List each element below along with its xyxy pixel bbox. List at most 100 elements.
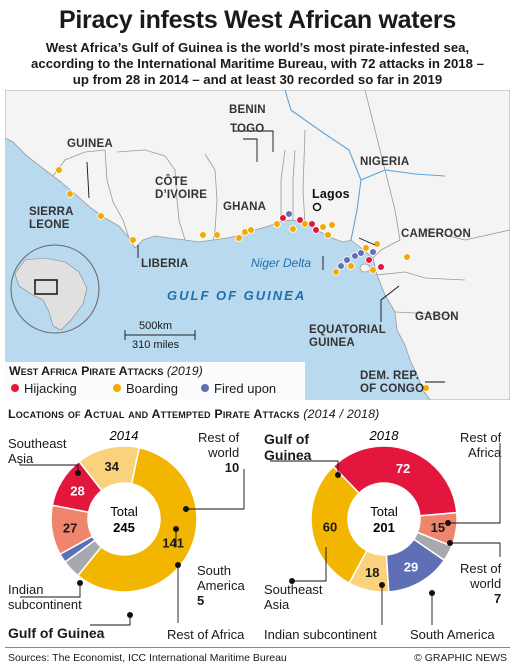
attack-dot-boarding (362, 244, 370, 252)
callout-line: America (197, 578, 245, 593)
label-nigeria: NIGERIA (360, 156, 410, 168)
footer-sources: Sources: The Economist, ICC Internationa… (8, 652, 287, 664)
callout-value: 10 (224, 460, 240, 475)
callout-2018-south-america: South America (410, 627, 495, 642)
attack-dot-boarding (199, 231, 207, 239)
hijacking-dot-icon (11, 384, 19, 392)
label-gabon: GABON (415, 311, 459, 323)
legend-item-label: Boarding (126, 381, 179, 396)
donut-value-rest-of-africa: 27 (63, 520, 77, 535)
callout-line: South (197, 563, 231, 578)
callout-2018-rest-of-africa: Rest of Africa (460, 430, 501, 460)
callout-dot (335, 472, 341, 478)
donut-value-gulf-of-guinea: 72 (396, 461, 410, 476)
callout-2018-indian-subcontinent: Indian subcontinent (264, 627, 377, 642)
donut-center (349, 484, 419, 554)
legend-item-fired-upon: Fired upon (201, 381, 276, 396)
attack-dot-hijacking (308, 220, 316, 228)
label-drc-line: OF CONGO (360, 383, 425, 395)
attack-dot-boarding (324, 231, 332, 239)
attack-dot-boarding (55, 166, 63, 174)
attack-dot-boarding (347, 262, 355, 270)
callout-2018-rest-of-world: Rest of world 7 (460, 561, 501, 606)
donut-value-indian-subcontinent: 18 (365, 565, 379, 580)
callout-line: subcontinent (8, 597, 82, 612)
callout-2018-gulf-of-guinea: Gulf of Guinea (264, 431, 311, 463)
attack-dot-boarding (289, 225, 297, 233)
label-sierra-leone: SIERRA LEONE (29, 206, 74, 232)
attack-dot-boarding (403, 253, 411, 261)
callout-line: Gulf of (264, 431, 310, 447)
attack-dot-fired-upon (285, 210, 293, 218)
donut-year: 2018 (369, 428, 400, 443)
attack-dot-boarding (319, 223, 327, 231)
attack-dot-fired-upon (369, 248, 377, 256)
donut-center-label: Total (370, 504, 398, 519)
label-drc: DEM. REP. OF CONGO (360, 370, 424, 396)
donut-charts: 141 27 28 34 Total 245 2014 72 15 29 18 60 Total 201… (0, 425, 515, 647)
intro-line: West Africa’s Gulf of Guinea is the worl… (45, 40, 470, 55)
section-title-text: Locations of Actual and Attempted Pirate… (8, 407, 300, 421)
legend-title-text: West Africa Pirate Attacks (9, 364, 164, 378)
callout-2014-indian-subcontinent: Indian subcontinent (8, 582, 82, 612)
attack-dot-fired-upon (357, 249, 365, 257)
attack-dot-boarding (369, 266, 377, 274)
label-guinea: GUINEA (67, 138, 113, 150)
attack-dot-boarding (66, 190, 74, 198)
donut-value-rest-of-africa: 15 (431, 520, 445, 535)
callout-dot (173, 526, 179, 532)
donut-value-south-america: 29 (404, 559, 418, 574)
lagos-marker (312, 202, 322, 212)
callout-dot (379, 582, 385, 588)
legend-item-boarding: Boarding (113, 381, 178, 396)
label-togo: TOGO (230, 123, 265, 135)
label-cote-divoire: CÔTE D’IVOIRE (155, 176, 207, 202)
callout-dot (429, 590, 435, 596)
bioko-island (359, 263, 371, 273)
intro-line: according to the International Maritime … (31, 56, 484, 71)
locator-globe (10, 244, 100, 334)
label-gulf-of-guinea: GULF OF GUINEA (167, 288, 307, 303)
label-lagos: Lagos (312, 187, 350, 201)
attack-dot-hijacking (279, 214, 287, 222)
fired-upon-dot-icon (201, 384, 209, 392)
callout-leaders (19, 443, 501, 626)
label-sierra-leone-line: LEONE (29, 219, 70, 231)
callout-line: Indian (8, 582, 44, 597)
donut-year: 2014 (109, 428, 139, 443)
donut-value-southeast-asia: 141 (162, 536, 184, 551)
callout-2014-south-america: South America 5 (197, 563, 245, 608)
donut-value-southeast-asia: 60 (323, 519, 337, 534)
callout-dots (75, 470, 453, 618)
label-sierra-leone-line: SIERRA (29, 206, 74, 218)
scale-bar (124, 330, 196, 340)
callout-line: Rest of (460, 430, 502, 445)
attack-dot-boarding (235, 234, 243, 242)
callout-line: world (208, 445, 240, 460)
attack-dot-fired-upon (337, 262, 345, 270)
label-leaders (86, 130, 445, 383)
attack-dot-boarding (332, 268, 340, 276)
callout-2014-southeast-asia: Southeast Asia (8, 436, 67, 466)
scale-miles: 310 miles (132, 339, 180, 351)
callout-dot (175, 562, 181, 568)
footer-credit: © GRAPHIC NEWS (414, 652, 507, 664)
legend-item-label: Fired upon (214, 381, 277, 396)
attack-dot-fired-upon (351, 252, 359, 260)
legend-year: (2019) (166, 364, 203, 378)
intro-line: up from 28 in 2014 – and at least 30 rec… (72, 72, 443, 87)
boarding-dot-icon (113, 384, 121, 392)
attack-dot-boarding (129, 236, 137, 244)
donut-center-label: Total (110, 504, 138, 519)
attack-dot-boarding (373, 240, 381, 248)
callout-2018-southeast-asia: Southeast Asia (264, 582, 323, 612)
callout-2014-rest-of-africa: Rest of Africa (167, 627, 245, 642)
label-benin: BENIN (229, 104, 266, 116)
attack-dot-fired-upon (343, 256, 351, 264)
section-title: Locations of Actual and Attempted Pirate… (8, 407, 380, 421)
callout-line: Asia (264, 597, 290, 612)
donut-center-total: 245 (113, 520, 135, 535)
footer-divider (5, 647, 510, 648)
